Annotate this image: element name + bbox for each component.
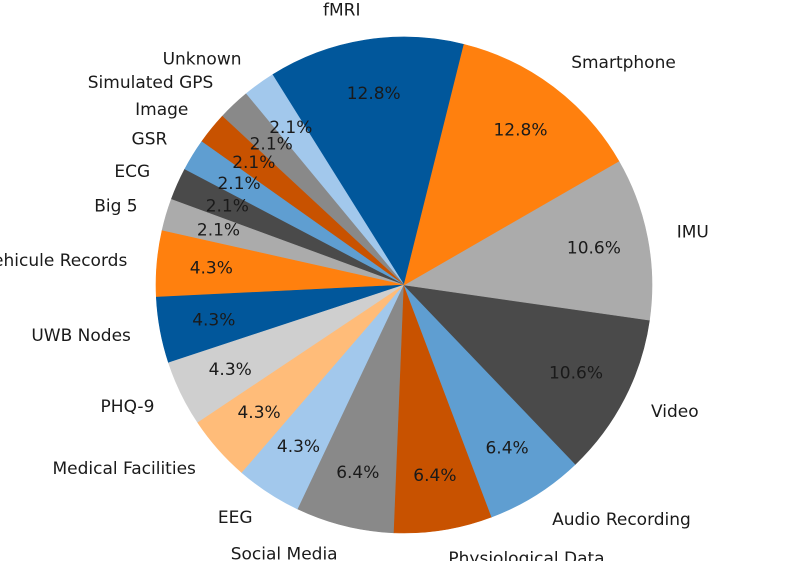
slice-percent-fmri: 12.8%	[347, 84, 401, 104]
slice-percent-gsr: 2.1%	[217, 174, 260, 194]
pie-category-labels: fMRI Unknown Simulated GPS Image GSR ECG Big 5…	[0, 1, 709, 561]
slice-percent-image: 2.1%	[232, 153, 275, 173]
slice-percent-unknown: 2.1%	[269, 118, 312, 138]
slice-percent-social-media: 6.4%	[336, 463, 379, 483]
pie-slice-imu	[403, 160, 653, 321]
slice-label-audio-recording: Audio Recording	[552, 510, 691, 530]
slice-label-smartphone: Smartphone	[571, 53, 676, 73]
slice-percent-video: 10.6%	[549, 364, 603, 384]
slice-label-medical-facilities: Medical Facilities	[53, 459, 197, 479]
slice-percent-phq-9: 4.3%	[209, 360, 252, 380]
slice-percent-medical-facilities: 4.3%	[237, 403, 280, 423]
slice-label-unknown: Unknown	[163, 50, 242, 70]
pie-percent-labels: 12.8%2.1%2.1%2.1%2.1%2.1%2.1%4.3%4.3%4.3…	[190, 84, 621, 486]
slice-label-big-5: Big 5	[94, 196, 137, 216]
slice-percent-imu: 10.6%	[567, 238, 621, 258]
slice-percent-ecg: 2.1%	[206, 196, 249, 216]
pie-slice-smartphone	[403, 44, 620, 286]
slice-percent-smartphone: 12.8%	[493, 121, 547, 141]
slice-label-image: Image	[135, 100, 188, 120]
slice-label-video: Video	[651, 402, 699, 422]
slice-label-vehicule-records: Vehicule Records	[0, 251, 127, 271]
slice-label-simulated-gps: Simulated GPS	[88, 73, 214, 93]
slice-label-eeg: EEG	[218, 508, 253, 528]
slice-label-uwb-nodes: UWB Nodes	[31, 326, 131, 346]
slice-percent-vehicule-records: 4.3%	[190, 258, 233, 278]
slice-percent-simulated-gps: 2.1%	[250, 134, 293, 154]
slice-percent-physiological-data: 6.4%	[413, 466, 456, 486]
slice-percent-audio-recording: 6.4%	[485, 439, 528, 459]
slice-percent-big-5: 2.1%	[197, 220, 240, 240]
slice-percent-eeg: 4.3%	[277, 437, 320, 457]
slice-label-gsr: GSR	[132, 130, 168, 150]
pie-slice-video	[403, 284, 650, 465]
pie-slice-fmri	[272, 36, 465, 286]
slice-label-imu: IMU	[677, 223, 709, 243]
slice-percent-uwb-nodes: 4.3%	[192, 310, 235, 330]
slice-label-physiological-data: Physiological Data	[448, 549, 604, 561]
slice-label-phq-9: PHQ-9	[101, 397, 155, 417]
slice-label-social-media: Social Media	[231, 545, 338, 561]
pie-slices	[155, 36, 653, 534]
slice-label-fmri: fMRI	[323, 1, 360, 21]
slice-label-ecg: ECG	[114, 162, 150, 182]
